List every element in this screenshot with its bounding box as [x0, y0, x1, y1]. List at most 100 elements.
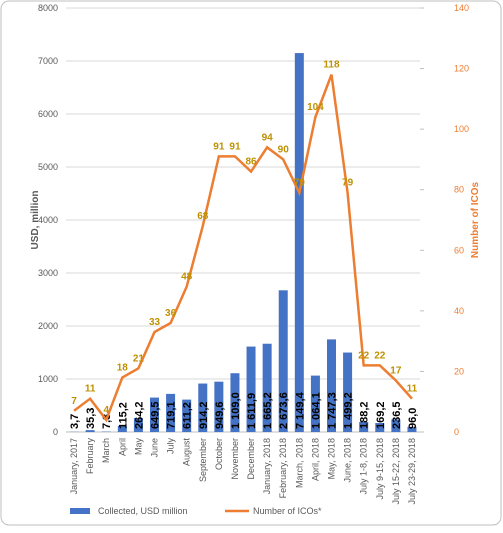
- x-tick-label: July: [166, 438, 176, 455]
- bar: [294, 53, 304, 433]
- y-tick-label: 8000: [38, 3, 58, 13]
- y-tick-label: 3000: [38, 268, 58, 278]
- x-tick-label: July 1-8, 2018: [359, 438, 369, 495]
- bar: [327, 339, 336, 432]
- bar-value-label: 949,6: [214, 401, 226, 429]
- bar-value-label: 914,2: [198, 401, 210, 429]
- line-value-label: 22: [374, 350, 386, 361]
- line: [73, 74, 413, 423]
- x-tick-label: November: [230, 438, 240, 480]
- y-tick-label: 1000: [38, 374, 58, 384]
- y-tick-label: 7000: [38, 56, 58, 66]
- y-tick-label: 5000: [38, 162, 58, 172]
- x-tick-label: March, 2018: [294, 438, 304, 488]
- x-tick-label: April, 2018: [310, 438, 320, 481]
- x-tick-label: July 15-22, 2018: [391, 438, 401, 505]
- bar-value-label: 188,2: [359, 401, 371, 429]
- y2-tick-label: 120: [454, 64, 469, 74]
- y-tick-label: 0: [53, 427, 58, 437]
- line-value-label: 33: [149, 317, 161, 328]
- bar-value-label: 1 665,2: [262, 392, 274, 429]
- x-tick-label: September: [198, 438, 208, 482]
- line-value-label: 68: [197, 211, 209, 222]
- bar: [85, 430, 95, 432]
- bar: [391, 419, 401, 432]
- x-tick-label: April: [117, 438, 127, 456]
- legend-swatch: [70, 508, 90, 514]
- line-value-label: 17: [390, 366, 402, 377]
- bar-value-label: 2 673,6: [278, 392, 290, 429]
- line-value-label: 94: [262, 132, 274, 143]
- bar: [407, 426, 417, 432]
- bar: [198, 383, 208, 432]
- bar-value-label: 3,7: [69, 414, 81, 429]
- line-value-label: 118: [323, 60, 340, 71]
- bar: [117, 425, 127, 432]
- bar: [343, 352, 353, 432]
- bar-value-label: 1 064,1: [310, 392, 322, 429]
- x-tick-label: May, 2018: [327, 438, 337, 479]
- x-tick-label: October: [214, 438, 224, 470]
- bar: [150, 397, 159, 432]
- y2-tick-label: 60: [454, 245, 464, 255]
- bar-value-label: 1 109,0: [230, 392, 242, 429]
- legend-label: Collected, USD million: [98, 506, 188, 516]
- bar-value-label: 236,5: [391, 401, 403, 429]
- x-tick-label: January, 2017: [69, 438, 79, 494]
- x-tick-label: May: [133, 438, 143, 456]
- bar: [230, 373, 240, 432]
- x-tick-label: June, 2018: [343, 438, 353, 483]
- legend-label: Number of ICOs*: [253, 506, 322, 516]
- x-tick-label: December: [246, 438, 256, 480]
- x-tick-label: March: [101, 438, 111, 463]
- line-value-label: 18: [117, 362, 129, 373]
- x-tick-label: August: [182, 438, 192, 467]
- bar-value-label: 1 499,2: [343, 392, 355, 429]
- bar-value-label: 96,0: [407, 408, 419, 429]
- y-tick-label: 2000: [38, 321, 58, 331]
- x-tick-label: July 9-15, 2018: [375, 438, 385, 500]
- bar-value-label: 35,3: [85, 408, 97, 429]
- bar: [375, 423, 385, 432]
- y-tick-label: 6000: [38, 109, 58, 119]
- line-value-label: 104: [307, 102, 324, 113]
- bar-value-label: 7 149,4: [294, 391, 306, 429]
- bar: [133, 417, 143, 432]
- line-value-label: 11: [407, 384, 418, 395]
- y-axis-title: USD, million: [30, 191, 41, 250]
- line-value-label: 90: [278, 144, 290, 155]
- line-value-label: 86: [245, 157, 257, 168]
- bar: [246, 346, 256, 432]
- y-tick-label: 4000: [38, 215, 58, 225]
- x-tick-label: July 23-29, 2018: [407, 438, 417, 505]
- x-tick-label: February, 2018: [278, 438, 288, 498]
- x-tick-label: January, 2018: [262, 438, 272, 494]
- y2-tick-label: 100: [454, 124, 469, 134]
- bar-value-label: 115,2: [117, 402, 129, 429]
- line-value-label: 79: [342, 178, 354, 189]
- line-value-label: 22: [358, 350, 370, 361]
- y2-tick-label: 0: [454, 427, 459, 437]
- line-value-label: 91: [229, 141, 241, 152]
- bar: [310, 375, 320, 432]
- bar: [214, 381, 224, 432]
- line-value-label: 48: [181, 272, 193, 283]
- bar-value-label: 611,2: [182, 402, 194, 429]
- line-value-label: 36: [165, 308, 177, 319]
- bar-value-label: 1 747,3: [327, 392, 339, 429]
- bar-value-label: 264,2: [133, 401, 145, 429]
- bar: [166, 393, 176, 432]
- line-value-label: 11: [85, 384, 96, 395]
- y2-tick-label: 140: [454, 3, 469, 13]
- bar: [262, 343, 272, 432]
- line-value-label: 7: [71, 396, 77, 407]
- y2-axis-title: Number of ICOs: [470, 182, 481, 259]
- bar-value-label: 719,1: [166, 401, 178, 429]
- bar: [359, 422, 369, 432]
- y2-tick-label: 40: [454, 306, 464, 316]
- bar-value-label: 1 611,9: [246, 393, 258, 429]
- y2-tick-label: 20: [454, 366, 464, 376]
- x-tick-label: February: [85, 438, 95, 475]
